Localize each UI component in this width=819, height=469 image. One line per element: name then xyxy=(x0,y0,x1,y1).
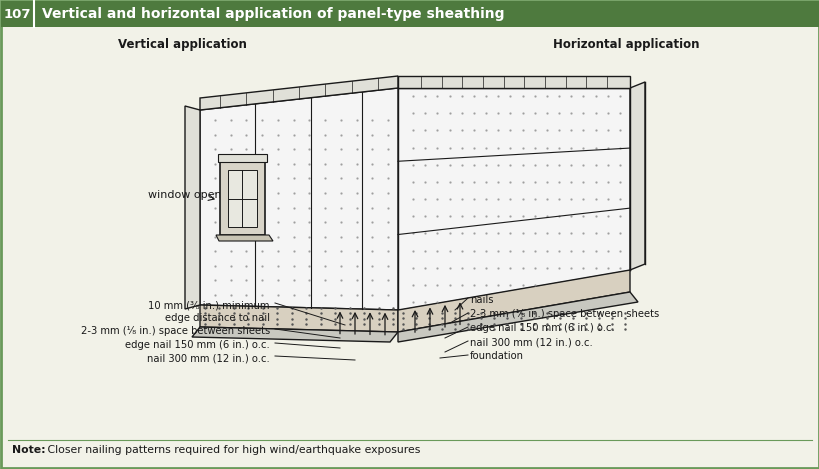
Polygon shape xyxy=(185,106,200,309)
Text: edge nail 150 mm (6 in.) o.c.: edge nail 150 mm (6 in.) o.c. xyxy=(125,340,269,350)
Polygon shape xyxy=(228,170,256,227)
Polygon shape xyxy=(200,305,397,332)
Text: window opening: window opening xyxy=(147,190,238,200)
Text: 2-3 mm (¹⁄₈ in.) space between sheets: 2-3 mm (¹⁄₈ in.) space between sheets xyxy=(469,309,658,319)
Bar xyxy=(1,1,818,27)
Text: Note:: Note: xyxy=(12,445,46,455)
Text: 10 mm (³⁄₈ in.) minimum: 10 mm (³⁄₈ in.) minimum xyxy=(148,300,269,310)
Text: Horizontal application: Horizontal application xyxy=(553,38,699,51)
Polygon shape xyxy=(200,76,397,110)
Text: Vertical and horizontal application of panel-type sheathing: Vertical and horizontal application of p… xyxy=(42,7,504,21)
Polygon shape xyxy=(397,292,637,342)
Polygon shape xyxy=(397,88,629,310)
Text: foundation: foundation xyxy=(469,351,523,361)
Polygon shape xyxy=(200,88,397,310)
Polygon shape xyxy=(397,270,629,332)
Text: nail 300 mm (12 in.) o.c.: nail 300 mm (12 in.) o.c. xyxy=(147,353,269,363)
Polygon shape xyxy=(397,76,629,88)
Text: Vertical application: Vertical application xyxy=(118,38,247,51)
Polygon shape xyxy=(215,235,273,241)
Text: edge distance to nail: edge distance to nail xyxy=(165,313,269,323)
Polygon shape xyxy=(629,82,645,270)
Bar xyxy=(1,1,34,27)
Text: Closer nailing patterns required for high wind/earthquake exposures: Closer nailing patterns required for hig… xyxy=(44,445,420,455)
Polygon shape xyxy=(218,154,267,162)
Text: 2-3 mm (¹⁄₈ in.) space between sheets: 2-3 mm (¹⁄₈ in.) space between sheets xyxy=(80,326,269,336)
Text: 107: 107 xyxy=(3,8,31,21)
Text: nail 300 mm (12 in.) o.c.: nail 300 mm (12 in.) o.c. xyxy=(469,337,592,347)
Text: nails: nails xyxy=(469,295,493,305)
Polygon shape xyxy=(219,162,265,235)
Polygon shape xyxy=(192,327,397,342)
Text: edge nail 150 mm (6 in.) o.c.: edge nail 150 mm (6 in.) o.c. xyxy=(469,323,614,333)
